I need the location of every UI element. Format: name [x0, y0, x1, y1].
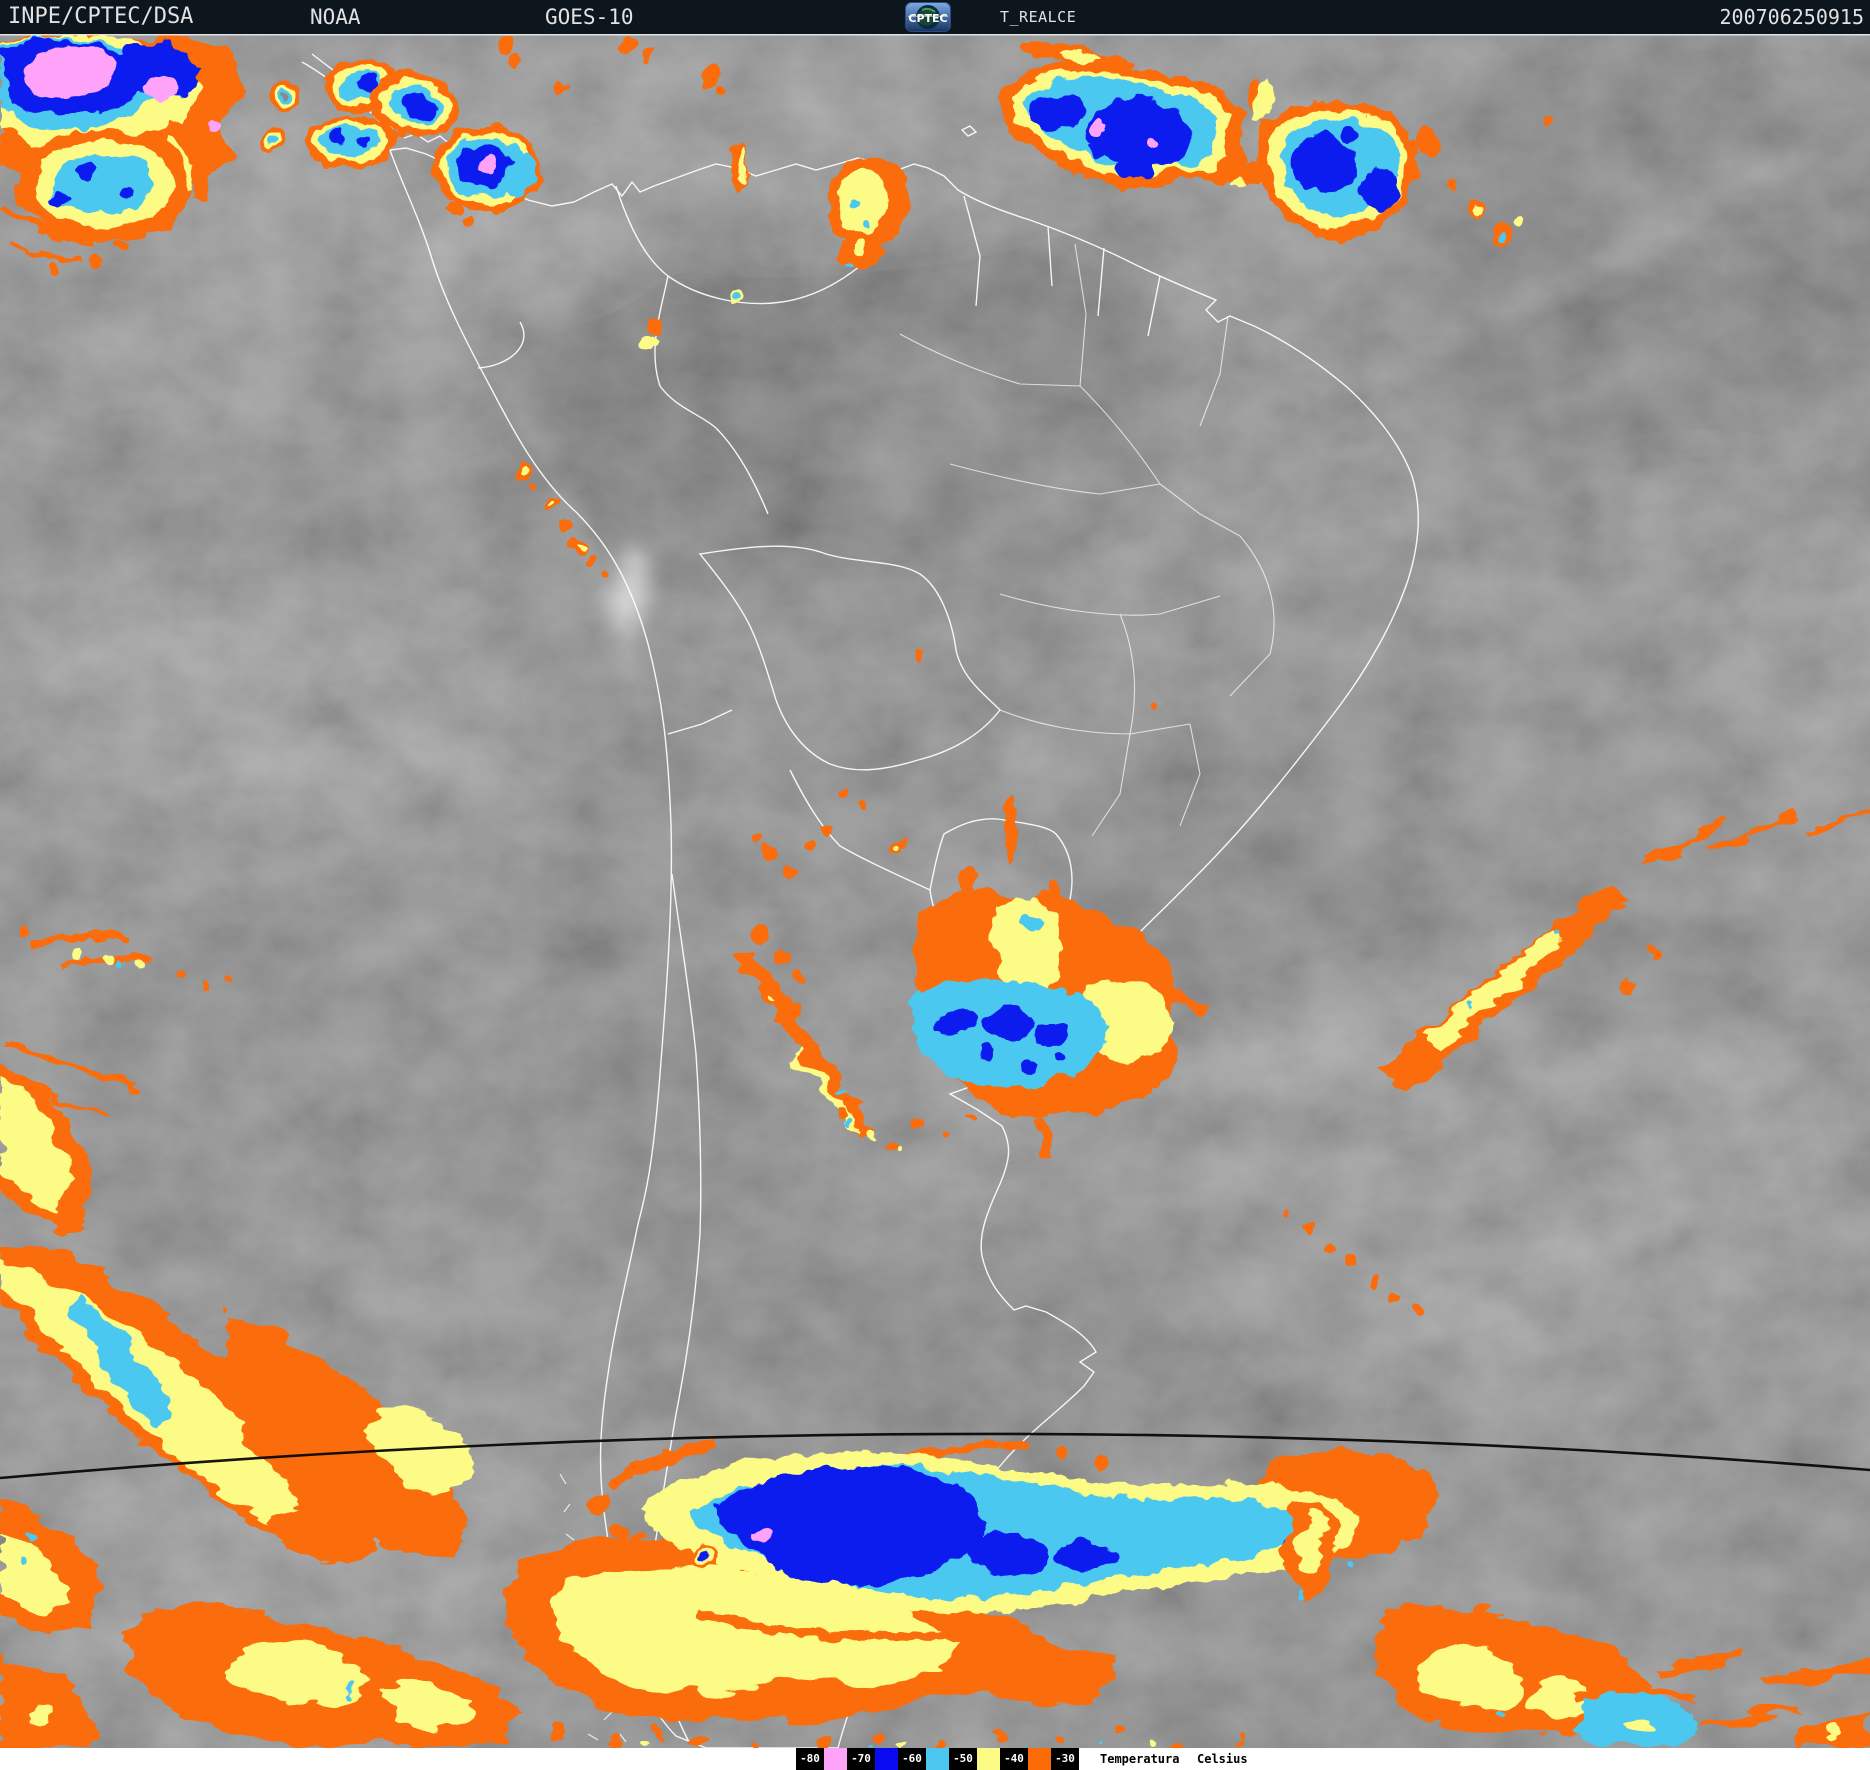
scattered-pacific-west [19, 926, 231, 990]
storm-topleft-cell [0, 120, 208, 273]
colorbar-swatch-minus40 [1028, 1748, 1051, 1770]
svg-text:CPTEC: CPTEC [908, 12, 947, 25]
satellite-canvas [0, 34, 1870, 1748]
scattered-top-center [496, 35, 747, 350]
streak-right-atlantic [1384, 809, 1870, 1093]
storm-itcz-complex [998, 42, 1263, 190]
venezuela-border [615, 185, 881, 305]
front-bottom-right [1284, 1500, 1870, 1748]
colorbar-tick: -60 [902, 1752, 922, 1765]
header-bar: INPE/CPTEC/DSA NOAA GOES-10 T_REALCE 200… [0, 0, 1870, 34]
storm-south-brazil [912, 879, 1212, 1158]
scattered-peru-andes [514, 464, 1156, 710]
scattered-paraguay [739, 789, 1016, 1015]
cold-cloud-overlay [0, 34, 1870, 1748]
colorbar-swatch-minus80 [824, 1748, 847, 1770]
colorbar-tick: -80 [800, 1752, 820, 1765]
dotted-diagonal [1280, 1209, 1421, 1318]
argentina-north-border [789, 769, 931, 891]
colorbar-tick: -50 [953, 1752, 973, 1765]
agency-label: NOAA [310, 5, 361, 29]
colorbar-swatch-minus50 [977, 1748, 1000, 1770]
quantity-label: Temperatura [1100, 1752, 1180, 1766]
scan-line [0, 1432, 1870, 1480]
storm-venezuela [826, 156, 910, 267]
south-america-coastline [389, 147, 1420, 1748]
temperature-colorbar: -80 -70 -60 -50 -40 -30 [796, 1748, 1079, 1770]
cptec-logo-icon: CPTEC [905, 2, 951, 32]
storm-pink-core-cell [434, 125, 540, 228]
trinidad-outline [960, 125, 978, 137]
bolivia-border [698, 545, 1001, 771]
band-northwest-of-storm [737, 949, 972, 1149]
storm-small-donuts [259, 82, 301, 153]
satellite-label: GOES-10 [545, 5, 634, 29]
satellite-image [0, 34, 1870, 1748]
storm-central-america [305, 60, 461, 170]
chile-bolivia-border [667, 709, 733, 735]
ecuador-border [477, 321, 525, 369]
storm-patagonia-blue [590, 1436, 1440, 1643]
brazil-state-borders [899, 243, 1275, 837]
colorbar-swatch-minus60 [926, 1748, 949, 1770]
footer-strip: -80 -70 -60 -50 -40 -30 Temperatura Cels… [0, 1748, 1870, 1770]
colorbar-tick: -30 [1055, 1752, 1075, 1765]
product-label: T_REALCE [1000, 8, 1077, 26]
timestamp-label: 200706250915 [1719, 5, 1865, 29]
colorbar-tick: -70 [851, 1752, 871, 1765]
guyana-borders [963, 195, 1161, 337]
colorbar-tick: -40 [1004, 1752, 1024, 1765]
header-divider [0, 34, 1870, 35]
unit-label: Celsius [1197, 1752, 1248, 1766]
storm-atlantic-east [1247, 76, 1551, 244]
colorbar-swatch-minus70 [875, 1748, 898, 1770]
source-label: INPE/CPTEC/DSA [8, 4, 194, 29]
